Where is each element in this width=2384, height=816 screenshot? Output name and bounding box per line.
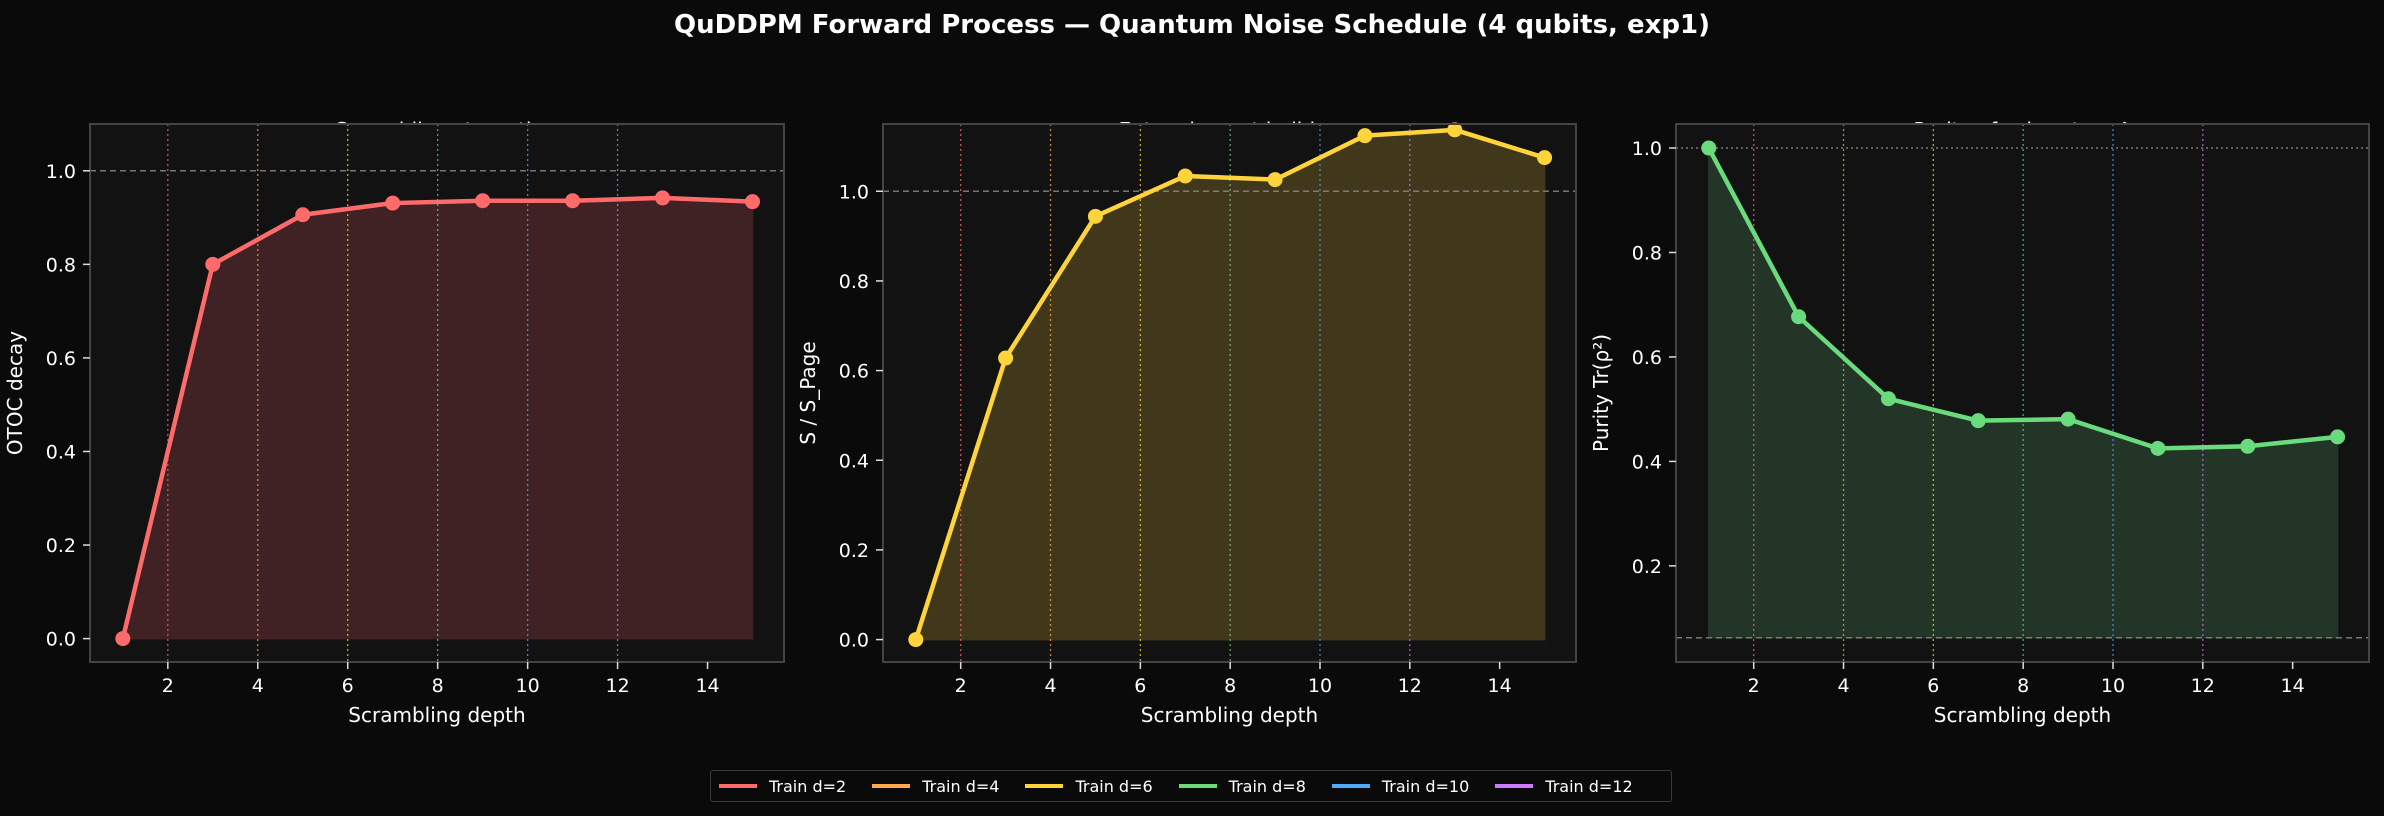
legend-swatch-icon [719, 784, 757, 788]
y-tick-label: 0.6 [839, 361, 869, 383]
data-point [2150, 440, 2166, 456]
y-tick-label: 0.4 [46, 441, 76, 463]
y-tick-label: 0.8 [46, 254, 76, 276]
data-point [385, 195, 401, 211]
y-tick-label: 0.6 [46, 348, 76, 370]
y-tick-label: 0.8 [839, 271, 869, 293]
legend-label: Train d=10 [1381, 776, 1470, 796]
legend-item-d12: Train d=12 [1495, 776, 1633, 796]
data-point [295, 207, 311, 223]
x-tick-label: 4 [252, 675, 264, 697]
y-tick-label: 0.4 [1632, 451, 1662, 473]
y-tick-label: 0.2 [1632, 556, 1662, 578]
data-point [1701, 140, 1717, 156]
data-point [1177, 168, 1193, 184]
legend: Train d=2 Train d=4 Train d=6 Train d=8 … [710, 770, 1672, 802]
y-tick-label: 0.6 [1632, 347, 1662, 369]
data-point [1357, 128, 1373, 144]
x-tick-label: 12 [2191, 675, 2215, 697]
data-point [1087, 208, 1103, 224]
x-tick-label: 8 [2017, 675, 2029, 697]
x-tick-label: 4 [1044, 675, 1056, 697]
data-point [565, 193, 581, 209]
data-point [2060, 411, 2076, 427]
data-point [655, 190, 671, 206]
x-tick-label: 2 [955, 675, 967, 697]
y-tick-label: 0.2 [46, 535, 76, 557]
data-point [205, 256, 221, 272]
series-line [913, 127, 1546, 641]
legend-label: Train d=2 [769, 776, 847, 796]
x-tick-label: 14 [1488, 675, 1512, 697]
y-axis-label: S / S_Page [796, 341, 820, 444]
y-tick-label: 0.4 [839, 450, 869, 472]
legend-item-d8: Train d=8 [1178, 776, 1306, 796]
x-tick-label: 8 [1224, 675, 1236, 697]
x-tick-label: 8 [432, 675, 444, 697]
x-tick-label: 10 [2101, 675, 2125, 697]
y-axis-label: OTOC decay [3, 331, 27, 455]
x-tick-label: 14 [695, 675, 719, 697]
legend-swatch-icon [872, 784, 911, 788]
legend-item-d4: Train d=4 [872, 777, 999, 796]
legend-swatch-icon [1331, 784, 1370, 788]
x-tick-label: 6 [342, 675, 354, 697]
x-axis-label: Scrambling depth [348, 703, 525, 727]
data-point [1791, 309, 1807, 325]
data-point [1447, 122, 1463, 138]
legend-item-d2: Train d=2 [719, 777, 846, 796]
entanglement-chart: 2 4 6 8 10 12 14 0.0 0.2 0.4 0.6 0.8 1.0 Scrambling d… [796, 122, 1577, 727]
x-tick-label: 6 [1927, 675, 1939, 697]
legend-item-d10: Train d=10 [1331, 776, 1470, 796]
y-tick-label: 0.0 [46, 629, 76, 651]
x-tick-label: 2 [1748, 675, 1760, 697]
x-tick-label: 4 [1837, 675, 1849, 697]
y-axis-label: Purity Tr(ρ²) [1589, 334, 1613, 452]
y-tick-label: 1.0 [839, 181, 869, 203]
x-tick-label: 2 [162, 675, 174, 697]
y-tick-label: 0.0 [839, 630, 869, 652]
data-point [908, 632, 924, 648]
series-line [1706, 146, 2338, 451]
data-point [2240, 438, 2256, 454]
data-point [1880, 391, 1896, 407]
y-tick-label: 1.0 [1632, 138, 1662, 160]
x-tick-label: 10 [1308, 675, 1332, 697]
data-point [1970, 413, 1986, 429]
x-tick-label: 12 [605, 675, 629, 697]
legend-swatch-icon [1495, 784, 1534, 788]
figure-title: QuDDPM Forward Process — Quantum Noise S… [674, 10, 1710, 40]
legend-label: Train d=8 [1228, 776, 1306, 796]
data-point [2330, 429, 2346, 445]
data-point [475, 193, 491, 209]
data-point [1537, 150, 1553, 166]
legend-item-d6: Train d=6 [1025, 776, 1153, 796]
data-point [115, 631, 131, 647]
x-tick-label: 12 [1398, 675, 1422, 697]
data-point [1267, 172, 1283, 188]
data-point [998, 350, 1014, 366]
y-tick-label: 0.8 [1632, 242, 1662, 264]
data-point [745, 194, 761, 210]
otoc-chart: 2 4 6 8 10 12 14 0.0 0.2 0.4 0.6 0.8 1.0 Scrambling d… [3, 123, 785, 727]
legend-label: Train d=4 [922, 776, 1000, 796]
x-tick-label: 6 [1134, 675, 1146, 697]
legend-label: Train d=6 [1075, 776, 1153, 796]
x-axis-label: Scrambling depth [1141, 703, 1318, 727]
x-tick-label: 10 [516, 675, 540, 697]
y-tick-label: 1.0 [46, 161, 76, 183]
legend-swatch-icon [1025, 784, 1064, 788]
legend-label: Train d=12 [1545, 776, 1633, 796]
purity-chart: 2 4 6 8 10 12 14 0.2 0.4 0.6 0.8 1.0 Scrambling dept… [1589, 123, 2370, 727]
legend-swatch-icon [1178, 784, 1217, 788]
y-tick-label: 0.2 [839, 540, 869, 562]
x-tick-label: 14 [2281, 675, 2305, 697]
x-axis-label: Scrambling depth [1934, 703, 2111, 727]
series-line [120, 195, 753, 640]
